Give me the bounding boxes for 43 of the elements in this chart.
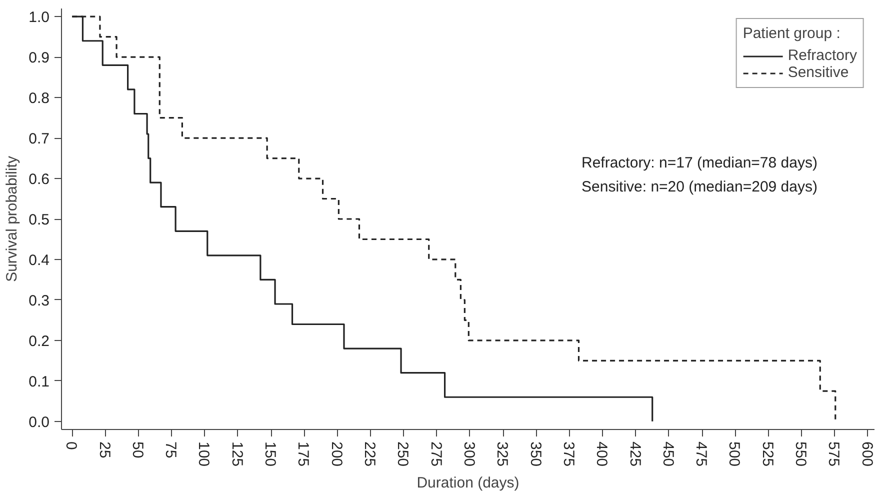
x-tick-label: 50 (128, 442, 146, 458)
x-tick-label: 325 (494, 442, 511, 467)
y-tick-label: 0.5 (28, 212, 50, 228)
x-tick-label: 75 (162, 442, 180, 458)
x-tick-label: 300 (460, 442, 478, 467)
y-tick-label: 0.9 (28, 50, 50, 67)
x-axis-title: Duration (days) (416, 474, 520, 492)
legend-title: Patient group : (742, 25, 842, 42)
y-tick-label: 0.4 (28, 252, 50, 269)
x-tick-label: 425 (626, 442, 644, 467)
x-tick-label: 450 (659, 442, 676, 467)
x-tick-label: 150 (262, 442, 279, 467)
x-tick-label: 250 (394, 442, 412, 467)
y-tick-label: 0.2 (28, 332, 50, 350)
annotation: Refractory: n=17 (median=78 days) (582, 154, 818, 172)
x-tick-label: 525 (758, 442, 776, 467)
x-tick-label: 350 (526, 442, 544, 467)
y-tick-label: 1.0 (28, 9, 50, 26)
annotation: Sensitive: n=20 (median=209 days) (582, 178, 818, 196)
x-tick-label: 25 (96, 442, 113, 458)
x-tick-label: 400 (593, 442, 610, 467)
x-tick-label: 600 (858, 442, 876, 467)
x-tick-label: 175 (294, 442, 312, 467)
x-tick-label: 475 (692, 442, 710, 467)
legend-label: Sensitive (788, 64, 849, 81)
x-tick-label: 125 (228, 442, 246, 467)
x-tick-label: 375 (560, 442, 577, 467)
y-tick-label: 0.1 (28, 373, 50, 390)
y-tick-label: 0.8 (28, 90, 50, 108)
y-tick-label: 0.0 (28, 414, 50, 431)
x-tick-label: 200 (328, 442, 345, 467)
y-tick-label: 0.7 (28, 130, 50, 148)
legend-label: Refractory (788, 47, 857, 64)
x-tick-label: 500 (726, 442, 743, 467)
y-tick-label: 0.3 (28, 292, 50, 310)
x-tick-label: 575 (825, 442, 842, 467)
x-tick-label: 550 (792, 442, 810, 467)
y-axis-title: Survival probability (4, 156, 21, 282)
x-tick-label: 100 (195, 442, 212, 467)
x-tick-label: 225 (361, 442, 378, 467)
x-tick-label: 275 (427, 442, 444, 467)
x-tick-label: 0 (62, 442, 80, 450)
y-tick-label: 0.6 (28, 171, 50, 188)
